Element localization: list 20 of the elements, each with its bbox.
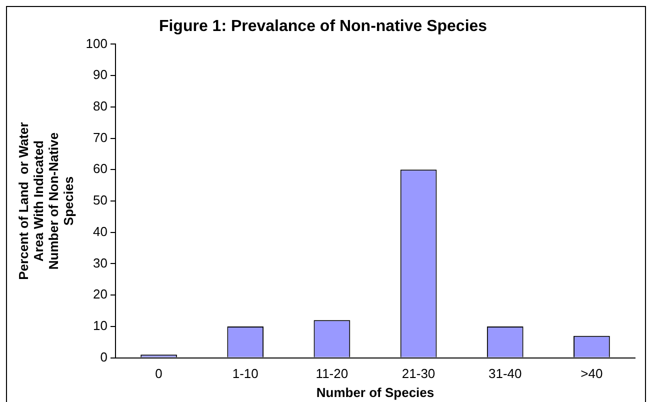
y-tick-label: 100 [86, 36, 108, 51]
x-tick-label: 21-30 [402, 366, 436, 382]
y-axis-title: Percent of Land or Water Area With Indicated Number of Non-Native Species [16, 122, 76, 280]
y-tick-label: 40 [93, 224, 108, 239]
x-axis-title: Number of Species [316, 384, 434, 400]
y-tick-label: 90 [93, 67, 108, 82]
y-tick-label: 50 [93, 192, 108, 208]
x-tick-label: 1-10 [232, 366, 258, 382]
x-tick-label: 31-40 [488, 366, 522, 382]
y-tick-label: 60 [93, 161, 108, 176]
y-tick-label: 70 [93, 130, 108, 145]
y-tick-label: 30 [93, 255, 108, 270]
y-tick-label: 20 [93, 286, 108, 302]
y-tick-label: 80 [93, 98, 108, 114]
y-tick-label: 0 [100, 349, 108, 364]
x-tick-label: 11-20 [316, 366, 348, 382]
chart-title: Figure 1: Prevalance of Non-native Species [158, 18, 488, 36]
y-tick-label: 10 [93, 318, 108, 334]
x-tick-label: >40 [580, 366, 603, 382]
x-tick-label: 0 [155, 366, 162, 382]
